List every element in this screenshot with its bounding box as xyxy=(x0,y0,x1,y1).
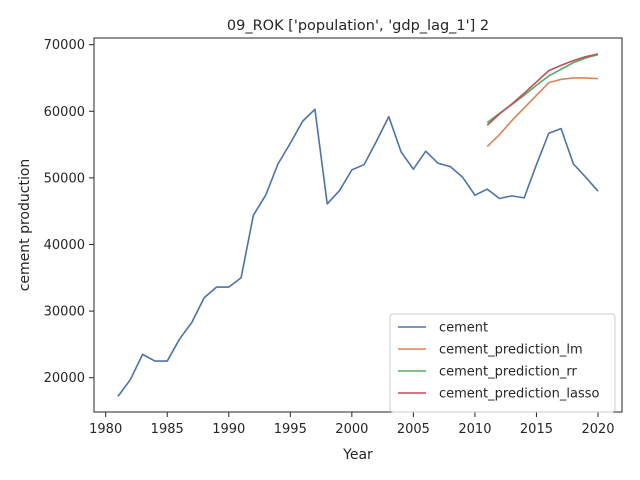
x-axis-ticks: 1980 1985 1990 1995 2000 2005 2010 2015 2020 xyxy=(89,412,615,437)
x-tick-label: 2005 xyxy=(397,422,430,437)
series-line-cement-prediction-lm xyxy=(486,77,599,148)
y-tick-label: 40000 xyxy=(44,238,85,253)
x-tick-label: 2010 xyxy=(458,422,491,437)
legend-box xyxy=(389,313,616,413)
y-axis-label: cement production xyxy=(17,159,33,292)
y-axis-ticks: 20000 30000 40000 50000 60000 70000 xyxy=(44,38,94,386)
x-tick-label: 2000 xyxy=(335,422,368,437)
x-tick-label: 1980 xyxy=(89,422,122,437)
series-line-cement xyxy=(117,108,599,397)
legend-label: cement_prediction_rr xyxy=(439,365,577,380)
legend-label: cement_prediction_lm xyxy=(439,343,583,358)
x-tick-label: 2020 xyxy=(581,422,614,437)
chart-title: 09_ROK ['population', 'gdp_lag_1'] 2 xyxy=(227,18,489,34)
x-tick-label: 1985 xyxy=(151,422,184,437)
x-tick-label: 2015 xyxy=(520,422,553,437)
x-tick-label: 1995 xyxy=(274,422,307,437)
y-tick-label: 20000 xyxy=(44,371,85,386)
y-tick-label: 30000 xyxy=(44,305,85,320)
y-tick-label: 50000 xyxy=(44,171,85,186)
series-line-cement-prediction-lasso xyxy=(486,53,599,126)
x-tick-label: 1990 xyxy=(212,422,245,437)
x-axis-label: Year xyxy=(342,447,373,463)
series-layer xyxy=(117,53,599,397)
legend-label: cement_prediction_lasso xyxy=(439,387,599,402)
plot-area-frame xyxy=(93,37,623,413)
legend-label: cement xyxy=(439,321,488,336)
y-tick-label: 60000 xyxy=(44,105,85,120)
legend: cement cement_prediction_lm cement_predict… xyxy=(389,313,616,413)
y-tick-label: 70000 xyxy=(44,38,85,53)
